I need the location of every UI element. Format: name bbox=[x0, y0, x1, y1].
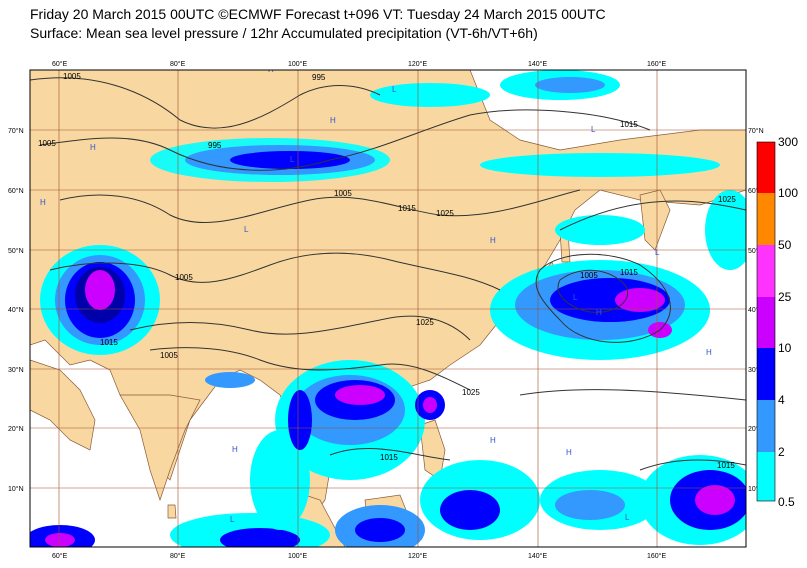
lon-label: 160°E bbox=[647, 552, 666, 560]
low-centre: L bbox=[573, 293, 578, 302]
legend-label: 50 bbox=[778, 238, 792, 252]
map-frame bbox=[29, 69, 747, 548]
land-west-asia bbox=[30, 359, 96, 451]
lat-label: 20°N bbox=[748, 425, 764, 433]
lat-label: 30°N bbox=[748, 366, 764, 374]
isobar-label: 1015 bbox=[620, 120, 638, 129]
precipitation-legend: 0.5 2 4 10 25 50 100 300 bbox=[756, 135, 798, 509]
legend-swatch bbox=[757, 400, 775, 452]
lat-label: 70°N bbox=[748, 127, 764, 135]
high-centre: H bbox=[490, 236, 496, 245]
lon-label: 60°E bbox=[52, 60, 68, 68]
legend-swatch bbox=[757, 245, 775, 297]
lat-label: 50°N bbox=[748, 247, 764, 255]
map-subtitle: Surface: Mean sea level pressure / 12hr … bbox=[30, 25, 538, 41]
isobar-label: 1025 bbox=[436, 209, 454, 218]
lon-label: 120°E bbox=[408, 552, 427, 560]
isobar-label: 1025 bbox=[416, 318, 434, 327]
lon-label: 100°E bbox=[288, 552, 307, 560]
lon-label: 140°E bbox=[528, 552, 547, 560]
lon-labels-bottom: 60°E 80°E 100°E 120°E 140°E 160°E bbox=[52, 552, 666, 560]
legend-label: 2 bbox=[778, 445, 785, 459]
lat-label: 60°N bbox=[748, 187, 764, 195]
lat-label: 70°N bbox=[8, 127, 24, 135]
isobar-label: 1015 bbox=[398, 204, 416, 213]
high-centre: H bbox=[596, 308, 602, 317]
low-centre: L bbox=[230, 515, 235, 524]
lat-label: 40°N bbox=[748, 306, 764, 314]
isobar-label: 1005 bbox=[38, 139, 56, 148]
isobar-label: 1015 bbox=[620, 268, 638, 277]
isobar-labels: 1005 995 995 1005 1005 1015 1025 1025 10… bbox=[38, 72, 736, 470]
land-india bbox=[119, 394, 201, 502]
lat-label: 10°N bbox=[8, 485, 24, 493]
isobar-label: 1015 bbox=[100, 338, 118, 347]
land-philippines bbox=[419, 419, 446, 481]
isobar-label: 1025 bbox=[462, 388, 480, 397]
lat-labels-right: 10°N 20°N 30°N 40°N 50°N 60°N 70°N bbox=[748, 127, 764, 493]
lon-label: 60°E bbox=[52, 552, 68, 560]
lon-label: 160°E bbox=[647, 60, 666, 68]
high-centre: H bbox=[566, 448, 572, 457]
lat-label: 20°N bbox=[8, 425, 24, 433]
legend-label: 10 bbox=[778, 341, 792, 355]
lat-label: 60°N bbox=[8, 187, 24, 195]
low-centre: L bbox=[392, 85, 397, 94]
isobars bbox=[30, 77, 746, 471]
legend-label: 0.5 bbox=[778, 495, 795, 509]
isobar-label: 1005 bbox=[160, 351, 178, 360]
legend-swatch bbox=[757, 452, 775, 501]
lon-label: 100°E bbox=[288, 60, 307, 68]
lon-label: 120°E bbox=[408, 60, 427, 68]
legend-label: 100 bbox=[778, 186, 798, 200]
lon-label: 140°E bbox=[528, 60, 547, 68]
lat-labels-left: 10°N 20°N 30°N 40°N 50°N 60°N 70°N bbox=[8, 127, 24, 493]
isobar-label: 1015 bbox=[717, 461, 735, 470]
isobar-label: 1025 bbox=[718, 195, 736, 204]
high-centre: H bbox=[330, 116, 336, 125]
low-centre: L bbox=[655, 248, 660, 257]
legend-swatch bbox=[757, 142, 775, 193]
legend-swatch bbox=[757, 193, 775, 245]
low-centre: L bbox=[625, 513, 630, 522]
high-centre: H bbox=[268, 65, 274, 74]
isobar-label: 1015 bbox=[380, 453, 398, 462]
lat-label: 10°N bbox=[748, 485, 764, 493]
high-centre: H bbox=[40, 198, 46, 207]
legend-frame bbox=[756, 141, 776, 502]
high-centre: H bbox=[706, 348, 712, 357]
lon-labels-top: 60°E 80°E 100°E 120°E 140°E 160°E bbox=[52, 60, 666, 68]
isobar-label: 1005 bbox=[580, 271, 598, 280]
isobar-label: 1005 bbox=[334, 189, 352, 198]
isobar-label: 995 bbox=[208, 141, 222, 150]
isobar-label: 995 bbox=[312, 73, 326, 82]
map-title: Friday 20 March 2015 00UTC ©ECMWF Foreca… bbox=[30, 6, 606, 22]
isobar-label: 1005 bbox=[63, 72, 81, 81]
graticule bbox=[30, 70, 746, 547]
high-centre: H bbox=[490, 436, 496, 445]
legend-label: 25 bbox=[778, 290, 792, 304]
low-centre: L bbox=[244, 225, 249, 234]
isobar-label: 1005 bbox=[175, 273, 193, 282]
high-centre: H bbox=[90, 143, 96, 152]
legend-label: 300 bbox=[778, 135, 798, 149]
lat-label: 30°N bbox=[8, 366, 24, 374]
lat-label: 40°N bbox=[8, 306, 24, 314]
lon-label: 80°E bbox=[170, 60, 186, 68]
legend-swatch bbox=[757, 297, 775, 348]
pressure-centres: H H H H H H H H H H L L L L L L L L bbox=[40, 65, 712, 524]
low-centre: L bbox=[591, 125, 596, 134]
lat-label: 50°N bbox=[8, 247, 24, 255]
lon-label: 80°E bbox=[170, 552, 186, 560]
legend-label: 4 bbox=[778, 393, 785, 407]
low-centre: L bbox=[290, 155, 295, 164]
land-sri-lanka bbox=[167, 504, 177, 519]
legend-swatch bbox=[757, 348, 775, 400]
high-centre: H bbox=[232, 445, 238, 454]
